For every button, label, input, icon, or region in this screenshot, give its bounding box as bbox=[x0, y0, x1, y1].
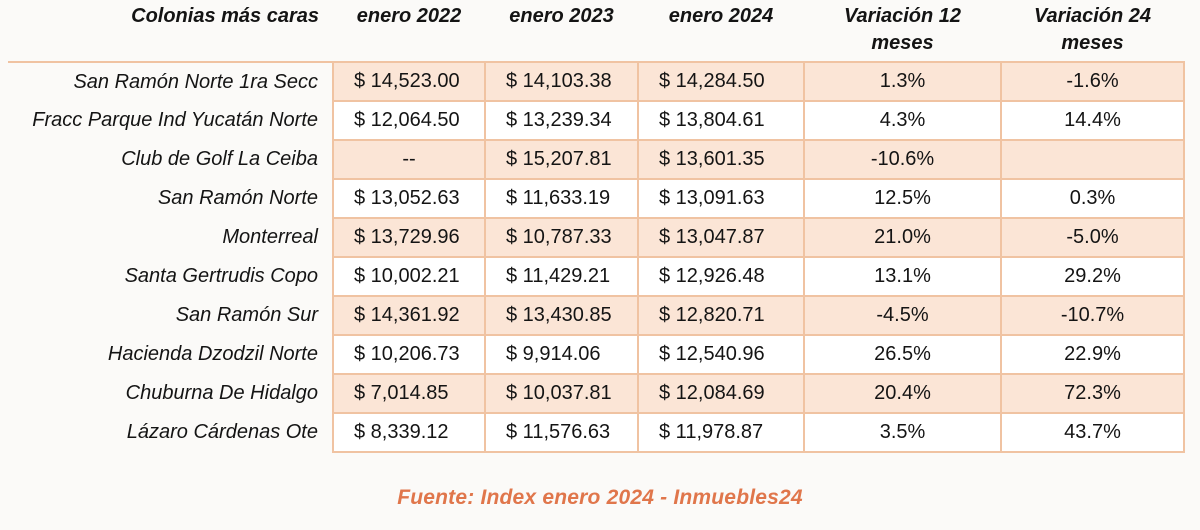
source-caption: Fuente: Index enero 2024 - Inmuebles24 bbox=[397, 486, 803, 509]
price-cell: $ 13,047.87 bbox=[637, 217, 805, 258]
price-cell: $ 10,002.21 bbox=[332, 256, 486, 297]
table-row: Santa Gertrudis Copo $ 10,002.21 $ 11,429.… bbox=[8, 256, 1185, 297]
price-cell: $ 9,914.06 bbox=[484, 334, 639, 375]
price-cell: $ 10,206.73 bbox=[332, 334, 486, 375]
column-header: Variación 12 meses bbox=[804, 0, 1001, 63]
price-cell: $ 10,037.81 bbox=[484, 373, 639, 414]
column-header-line: enero 2024 bbox=[668, 5, 774, 27]
variation-cell: 29.2% bbox=[1000, 256, 1185, 297]
price-cell: $ 12,084.69 bbox=[637, 373, 805, 414]
table-row: San Ramón Norte $ 13,052.63 $ 11,633.19 $ 1… bbox=[8, 178, 1185, 219]
column-header: enero 2023 bbox=[485, 0, 638, 63]
variation-cell: 3.5% bbox=[803, 412, 1002, 453]
price-cell: $ 13,601.35 bbox=[637, 139, 805, 180]
price-cell: $ 14,103.38 bbox=[484, 61, 639, 102]
price-cell: $ 13,804.61 bbox=[637, 100, 805, 141]
variation-cell: -10.6% bbox=[803, 139, 1002, 180]
price-cell: $ 11,978.87 bbox=[637, 412, 805, 453]
variation-cell: -1.6% bbox=[1000, 61, 1185, 102]
column-header-line: Variación 12 bbox=[843, 5, 962, 27]
price-cell: $ 11,576.63 bbox=[484, 412, 639, 453]
price-cell: $ 12,064.50 bbox=[332, 100, 486, 141]
variation-cell: 14.4% bbox=[1000, 100, 1185, 141]
table-row: Fracc Parque Ind Yucatán Norte $ 12,064.5… bbox=[8, 100, 1185, 141]
table-row: San Ramón Norte 1ra Secc $ 14,523.00 $ 14,… bbox=[8, 61, 1185, 102]
colonias-price-table: Colonias más caras enero 2022 enero 2023 en… bbox=[8, 0, 1185, 453]
price-cell: -- bbox=[332, 139, 486, 180]
variation-cell: 13.1% bbox=[803, 256, 1002, 297]
column-header: enero 2024 bbox=[638, 0, 804, 63]
row-name: San Ramón Sur bbox=[175, 304, 318, 326]
price-cell: $ 12,820.71 bbox=[637, 295, 805, 336]
price-cell: $ 14,523.00 bbox=[332, 61, 486, 102]
variation-cell: 21.0% bbox=[803, 217, 1002, 258]
header-row: Colonias más caras enero 2022 enero 2023 en… bbox=[8, 0, 1184, 63]
variation-cell bbox=[1000, 139, 1185, 180]
table-row: Lázaro Cárdenas Ote $ 8,339.12 $ 11,576.63… bbox=[8, 412, 1185, 453]
variation-cell: 22.9% bbox=[1000, 334, 1185, 375]
price-cell: $ 13,430.85 bbox=[484, 295, 639, 336]
table-header-row: Colonias más caras enero 2022 enero 2023 en… bbox=[8, 0, 1184, 63]
row-name: Lázaro Cárdenas Ote bbox=[126, 421, 318, 443]
variation-cell: 12.5% bbox=[803, 178, 1002, 219]
price-cell: $ 7,014.85 bbox=[332, 373, 486, 414]
variation-cell: 0.3% bbox=[1000, 178, 1185, 219]
row-name: Club de Golf La Ceiba bbox=[121, 148, 318, 170]
table-row: Monterreal $ 13,729.96 $ 10,787.33 $ 13,047… bbox=[8, 217, 1185, 258]
table-row: Hacienda Dzodzil Norte $ 10,206.73 $ 9,914… bbox=[8, 334, 1185, 375]
column-header-line: Colonias más caras bbox=[131, 5, 319, 27]
variation-cell: -10.7% bbox=[1000, 295, 1185, 336]
price-cell: $ 13,052.63 bbox=[332, 178, 486, 219]
column-header-line: meses bbox=[1061, 32, 1124, 54]
table-row: Club de Golf La Ceiba -- $ 15,207.81 $ 13,6… bbox=[8, 139, 1185, 180]
variation-cell: 26.5% bbox=[803, 334, 1002, 375]
row-name: Monterreal bbox=[222, 226, 318, 248]
price-cell: $ 10,787.33 bbox=[484, 217, 639, 258]
column-header: Variación 24 meses bbox=[1001, 0, 1184, 63]
column-header-line: Variación 24 bbox=[1033, 5, 1152, 27]
column-header: enero 2022 bbox=[333, 0, 485, 63]
price-cell: $ 12,540.96 bbox=[637, 334, 805, 375]
variation-cell: 72.3% bbox=[1000, 373, 1185, 414]
price-cell: $ 12,926.48 bbox=[637, 256, 805, 297]
variation-cell: 20.4% bbox=[803, 373, 1002, 414]
column-header-line: meses bbox=[871, 32, 934, 54]
row-name: Santa Gertrudis Copo bbox=[124, 265, 318, 287]
row-name: Chuburna De Hidalgo bbox=[125, 382, 318, 404]
variation-cell: 4.3% bbox=[803, 100, 1002, 141]
column-header-line: enero 2023 bbox=[509, 5, 614, 27]
variation-cell: -5.0% bbox=[1000, 217, 1185, 258]
price-cell: $ 13,729.96 bbox=[332, 217, 486, 258]
row-name: Hacienda Dzodzil Norte bbox=[107, 343, 318, 365]
variation-cell: 43.7% bbox=[1000, 412, 1185, 453]
column-header-colonias: Colonias más caras bbox=[8, 0, 333, 63]
row-name: San Ramón Norte 1ra Secc bbox=[73, 70, 318, 93]
column-header-line: enero 2022 bbox=[356, 5, 462, 27]
row-name: Fracc Parque Ind Yucatán Norte bbox=[32, 109, 318, 131]
variation-cell: -4.5% bbox=[803, 295, 1002, 336]
price-cell: $ 13,239.34 bbox=[484, 100, 639, 141]
price-cell: $ 14,284.50 bbox=[637, 61, 805, 102]
price-cell: $ 8,339.12 bbox=[332, 412, 486, 453]
table-row: San Ramón Sur $ 14,361.92 $ 13,430.85 $ 12,… bbox=[8, 295, 1185, 336]
row-name: San Ramón Norte bbox=[157, 187, 318, 209]
table-row: Chuburna De Hidalgo $ 7,014.85 $ 10,037.81… bbox=[8, 373, 1185, 414]
price-cell: $ 15,207.81 bbox=[484, 139, 639, 180]
table-body: San Ramón Norte 1ra Secc $ 14,523.00 $ 14,… bbox=[8, 61, 1185, 453]
price-cell: $ 14,361.92 bbox=[332, 295, 486, 336]
price-cell: $ 11,633.19 bbox=[484, 178, 639, 219]
price-cell: $ 11,429.21 bbox=[484, 256, 639, 297]
price-cell: $ 13,091.63 bbox=[637, 178, 805, 219]
variation-cell: 1.3% bbox=[803, 61, 1002, 102]
